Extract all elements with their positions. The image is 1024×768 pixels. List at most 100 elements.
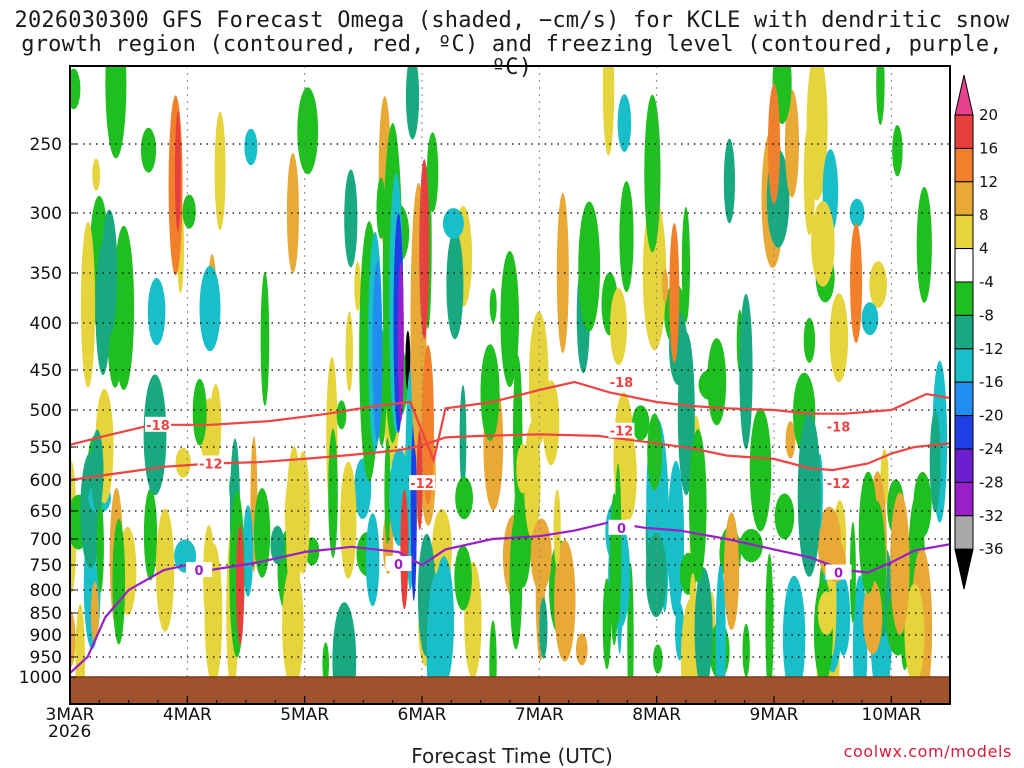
- omega-cell: [929, 411, 941, 513]
- y-tick-label: 250: [30, 135, 62, 155]
- contour-label: 0: [195, 564, 204, 579]
- omega-cell: [92, 158, 101, 191]
- colorbar-label: -4: [979, 273, 994, 291]
- y-tick-label: 950: [30, 648, 62, 668]
- y-tick-label: 900: [30, 626, 62, 646]
- colorbar-label: -20: [979, 407, 1004, 425]
- credit-link[interactable]: coolwx.com/models: [843, 742, 1012, 761]
- omega-cell: [803, 317, 816, 363]
- y-tick-label: 500: [30, 401, 62, 421]
- contour-label-bg: [608, 422, 635, 438]
- omega-cell: [405, 66, 420, 140]
- colorbar-top-triangle: [954, 74, 974, 116]
- sinking-cell: [236, 525, 245, 645]
- omega-cell: [916, 186, 932, 303]
- contour-label-bg: [385, 555, 412, 571]
- y-tick-label: 650: [30, 502, 62, 522]
- colorbar-segment: [954, 314, 974, 350]
- contour-label: -18: [610, 376, 634, 391]
- colorbar-label: -32: [979, 507, 1004, 525]
- sinking-cell: [850, 223, 863, 343]
- colorbar-segment: [954, 481, 974, 517]
- colorbar-label: 16: [979, 139, 998, 157]
- omega-cell: [749, 407, 772, 532]
- sinking-cell: [669, 223, 680, 363]
- omega-cell: [70, 68, 81, 110]
- colorbar-label: 20: [979, 106, 998, 124]
- omega-cell: [644, 94, 661, 253]
- omega-cell: [297, 87, 319, 175]
- omega-cell: [175, 447, 191, 478]
- omega-cell: [328, 428, 338, 558]
- colorbar-label: 4: [979, 240, 989, 258]
- x-tick-label: 5MAR: [280, 705, 329, 725]
- x-tick-label: 7MAR: [515, 705, 564, 725]
- omega-cell: [723, 138, 736, 224]
- omega-cell: [876, 66, 885, 125]
- colorbar: 20 16 12 8 4 -4 -8 -12 -16 -20 -24 -28 -32 -36: [954, 74, 1004, 590]
- omega-cell: [602, 578, 612, 670]
- chart-title-line1: 2026030300 GFS Forecast Omega (shaded, −…: [14, 8, 1010, 33]
- colorbar-segment: [954, 448, 974, 483]
- sinking-cell: [174, 111, 181, 232]
- contour-label: 0: [394, 558, 403, 573]
- omega-cell: [542, 380, 560, 466]
- rising-column-cell: [410, 421, 417, 601]
- omega-cell: [610, 288, 627, 366]
- omega-cell: [662, 268, 669, 303]
- axes: 2503003504004505005506006507007508008509…: [19, 135, 951, 725]
- contour-label-bg: [825, 475, 852, 491]
- omega-cell: [270, 525, 285, 565]
- omega-cell: [739, 293, 753, 450]
- omega-cell: [829, 293, 849, 383]
- contour-label-bg: [186, 562, 213, 577]
- contour-label-bg: [825, 564, 852, 580]
- omega-cell: [254, 488, 271, 578]
- contour-label-bg: [197, 455, 224, 471]
- omega-cell: [602, 66, 615, 156]
- ground-band: [70, 676, 950, 703]
- colorbar-label: -16: [979, 373, 1004, 391]
- omega-cell: [578, 201, 601, 332]
- rising-column-cell: [400, 489, 409, 610]
- y-tick-label: 400: [30, 314, 62, 334]
- omega-cell: [340, 461, 357, 579]
- x-tick-label: 4MAR: [163, 705, 212, 725]
- omega-cell: [446, 230, 464, 340]
- omega-cell: [147, 278, 166, 346]
- y-tick-label: 1000: [19, 668, 62, 688]
- y-tick-label: 450: [30, 361, 62, 381]
- omega-cell: [365, 513, 380, 607]
- y-tick-label: 750: [30, 556, 62, 576]
- contour-label-bg: [608, 374, 635, 389]
- omega-cell: [192, 378, 207, 446]
- colorbar-label: -36: [979, 540, 1004, 558]
- omega-cell: [892, 125, 903, 177]
- colorbar-label: 12: [979, 173, 998, 191]
- x-tick-label: 3MAR: [46, 705, 95, 725]
- omega-cell: [96, 500, 104, 593]
- omega-cell: [80, 221, 96, 388]
- omega-cell: [782, 575, 806, 700]
- omega-cell: [384, 437, 391, 545]
- colorbar-label: -8: [979, 306, 994, 324]
- omega-cell: [214, 111, 226, 230]
- sinking-cell: [556, 193, 569, 353]
- omega-cell: [455, 477, 473, 520]
- omega-cell: [322, 642, 330, 685]
- colorbar-label: -12: [979, 340, 1004, 358]
- omega-cell: [817, 591, 836, 636]
- omega-cell: [553, 489, 561, 568]
- contour-label: 0: [617, 522, 626, 537]
- omega-cell: [698, 369, 720, 400]
- omega-cell: [653, 644, 663, 674]
- sinking-cell: [286, 153, 299, 273]
- omega-cell: [376, 177, 386, 239]
- omega-cell: [140, 127, 157, 173]
- contour-label: -18: [827, 420, 851, 435]
- y-tick-label: 600: [30, 471, 62, 491]
- omega-shading: [70, 66, 948, 704]
- colorbar-label: -24: [979, 440, 1004, 458]
- omega-cell: [863, 580, 883, 655]
- omega-cell: [632, 405, 650, 441]
